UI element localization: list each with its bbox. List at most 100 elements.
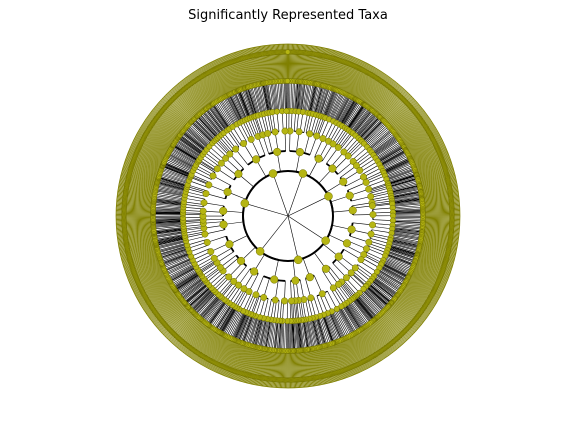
branch-line: [258, 318, 266, 348]
branch-line: [298, 81, 303, 112]
branch-line: [388, 175, 417, 185]
branch-line: [206, 107, 226, 133]
branch-line: [327, 122, 337, 141]
branch-line: [324, 121, 334, 140]
branch-line: [391, 194, 422, 200]
branch-line: [241, 314, 253, 344]
branch-line: [348, 274, 364, 290]
branch-line: [251, 317, 260, 347]
branch-line: [339, 283, 352, 300]
branch-line: [365, 286, 388, 308]
branch-line: [182, 131, 206, 152]
branch-line: [215, 304, 232, 330]
branch-line: [153, 220, 184, 223]
branch-line: [365, 286, 389, 307]
branch-line: [154, 229, 184, 234]
branch-line: [163, 163, 192, 176]
branch-line: [293, 320, 296, 351]
taxon-node: [362, 178, 370, 186]
branch-line: [350, 107, 370, 133]
branch-line: [160, 250, 189, 261]
branch-line: [175, 274, 201, 292]
branch-line: [199, 159, 217, 171]
branch-line: [153, 221, 184, 224]
branch-line: [318, 316, 328, 346]
taxon-node: [270, 275, 279, 284]
branch-line: [332, 93, 347, 122]
branch-line: [365, 172, 385, 182]
branch-line: [287, 215, 299, 260]
branch-line: [213, 102, 231, 129]
branch-line: [360, 291, 382, 315]
taxon-node: [213, 165, 221, 173]
branch-line: [163, 256, 192, 269]
branch-line: [181, 133, 206, 152]
branch-line: [313, 296, 321, 317]
branch-line: [387, 249, 417, 260]
branch-line: [307, 319, 314, 349]
branch-line: [189, 288, 213, 310]
branch-line: [319, 87, 330, 116]
taxon-node: [307, 294, 315, 302]
branch-line: [169, 265, 196, 281]
branch-line: [373, 137, 398, 156]
branch-line: [392, 208, 423, 211]
branch-line: [354, 296, 375, 321]
branch-line: [219, 136, 233, 152]
branch-line: [305, 299, 310, 319]
branch-line: [331, 93, 345, 121]
branch-line: [384, 163, 413, 176]
branch-line: [185, 284, 209, 305]
branch-line: [194, 292, 217, 315]
branch-line: [392, 227, 423, 233]
branch-line: [290, 111, 293, 132]
branch-line: [167, 154, 195, 169]
branch-line: [291, 81, 294, 112]
branch-line: [359, 117, 382, 140]
branch-line: [155, 233, 185, 240]
taxon-node: [367, 193, 375, 200]
branch-line: [378, 148, 406, 164]
branch-line: [387, 247, 417, 258]
branch-line: [346, 103, 364, 129]
branch-line: [359, 116, 381, 140]
branch-line: [368, 129, 393, 150]
branch-line: [370, 280, 395, 300]
branch-line: [345, 303, 363, 329]
branch-line: [208, 271, 225, 286]
branch-line: [381, 262, 409, 277]
branch-line: [173, 271, 200, 289]
branch-line: [155, 188, 186, 195]
branch-line: [259, 297, 266, 318]
branch-line: [170, 148, 197, 165]
branch-line: [155, 190, 185, 197]
branch-line: [374, 139, 400, 158]
taxon-node: [344, 152, 352, 160]
branch-line: [340, 99, 357, 126]
branch-line: [310, 318, 318, 348]
taxon-node: [226, 150, 234, 158]
branch-line: [381, 154, 409, 169]
branch-line: [388, 178, 418, 188]
branch-line: [161, 252, 190, 264]
root-node: [287, 215, 289, 217]
branch-line: [187, 239, 207, 246]
branch-line: [153, 219, 184, 222]
branch-line: [200, 112, 221, 136]
branch-line: [306, 319, 313, 349]
branch-line: [276, 320, 280, 351]
taxon-node: [333, 305, 340, 313]
branch-line: [276, 300, 280, 321]
branch-line: [365, 251, 384, 261]
branch-line: [388, 245, 418, 256]
branch-line: [364, 123, 387, 145]
branch-line: [183, 129, 208, 150]
branch-line: [161, 253, 191, 265]
branch-line: [275, 320, 279, 351]
branch-line: [352, 109, 372, 134]
branch-line: [249, 316, 259, 346]
branch-line: [226, 309, 241, 337]
branch-line: [371, 279, 396, 299]
taxon-node: [347, 225, 356, 234]
